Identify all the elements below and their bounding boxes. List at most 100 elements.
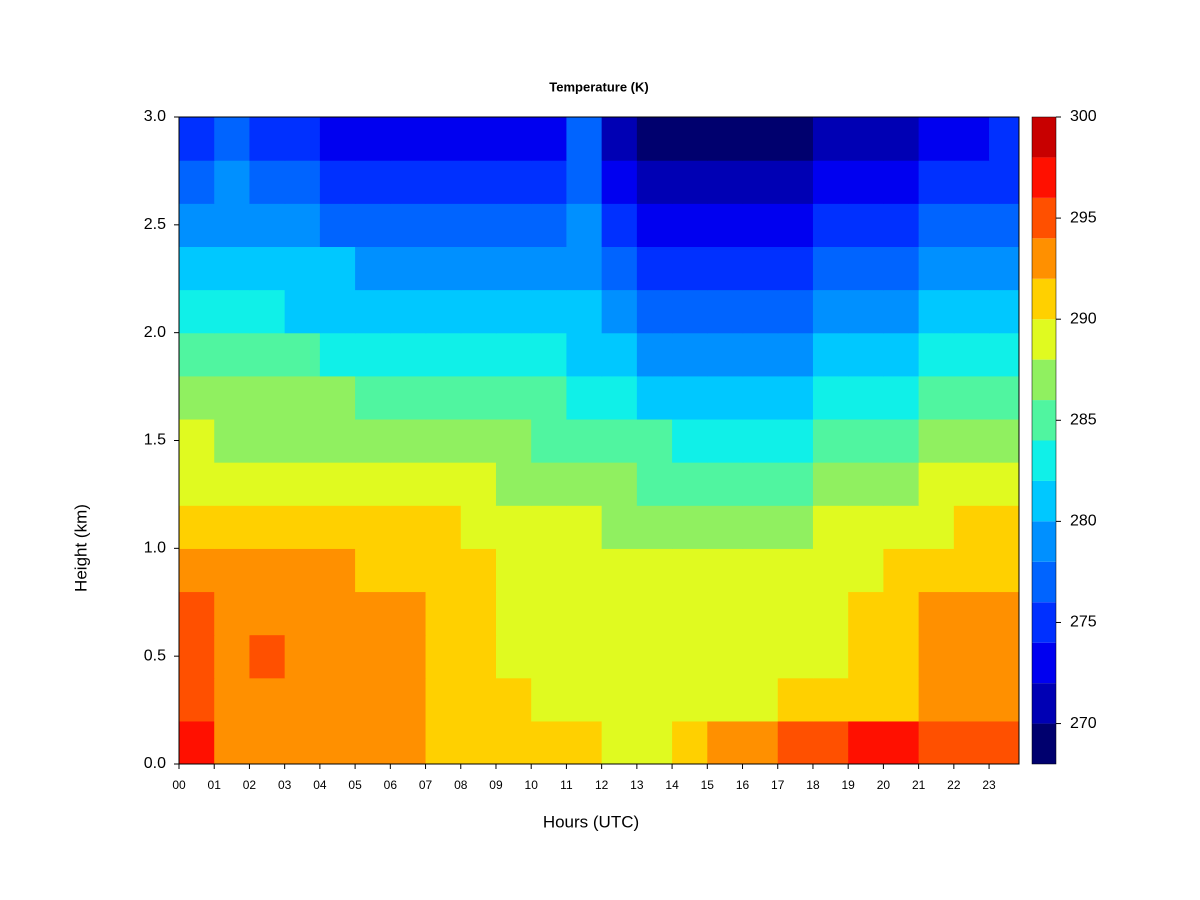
contour-cell	[179, 634, 215, 679]
contour-cell	[249, 289, 286, 334]
contour-cell	[777, 375, 814, 420]
x-tick-label: 14	[665, 778, 679, 792]
contour-cell	[179, 289, 215, 334]
contour-cell	[179, 332, 215, 377]
x-tick-label: 10	[525, 778, 539, 792]
contour-cell	[777, 462, 814, 506]
contour-cell	[319, 203, 356, 247]
contour-cell	[460, 634, 497, 679]
contour-cell	[249, 548, 286, 593]
contour-cell	[742, 505, 779, 549]
contour-cell	[777, 246, 814, 291]
contour-cell	[460, 332, 497, 377]
contour-cell	[742, 246, 779, 291]
contour-cell	[355, 634, 391, 679]
contour-cell	[214, 591, 251, 636]
y-tick-label: 0.5	[144, 647, 166, 664]
contour-cell	[179, 375, 215, 420]
contour-cell	[672, 375, 708, 420]
contour-cell	[284, 117, 321, 161]
contour-cell	[319, 677, 356, 722]
contour-cell	[953, 548, 990, 593]
contour-cell	[355, 246, 391, 291]
contour-cell	[460, 375, 497, 420]
contour-cell	[319, 160, 356, 204]
contour-cell	[531, 462, 568, 506]
contour-cell	[953, 634, 990, 679]
contour-cell	[707, 634, 744, 679]
contour-cell	[425, 720, 462, 764]
contour-cell	[953, 591, 990, 636]
x-tick-label: 11	[560, 778, 573, 792]
contour-cell	[707, 418, 744, 463]
contour-cell	[742, 332, 779, 377]
contour-cell	[531, 677, 568, 722]
contour-cell	[601, 203, 638, 247]
contour-cell	[355, 677, 391, 722]
contour-cell	[566, 462, 603, 506]
contour-cell	[531, 591, 568, 636]
contour-cell	[953, 505, 990, 549]
contour-cell	[390, 505, 427, 549]
contour-cell	[989, 117, 1019, 161]
contour-cell	[953, 418, 990, 463]
contour-cell	[495, 117, 532, 161]
contour-cell	[566, 591, 603, 636]
contour-cell	[742, 591, 779, 636]
contour-cell	[319, 418, 356, 463]
contour-cell	[636, 160, 673, 204]
contour-cell	[249, 375, 286, 420]
contour-cell	[989, 720, 1019, 764]
contour-cell	[179, 591, 215, 636]
contour-cell	[953, 720, 990, 764]
contour-cell	[848, 160, 885, 204]
contour-cell	[636, 246, 673, 291]
contour-cell	[848, 677, 885, 722]
contour-cell	[425, 505, 462, 549]
contour-cell	[390, 375, 427, 420]
contour-cell	[707, 332, 744, 377]
contour-cell	[319, 289, 356, 334]
contour-cell	[918, 462, 955, 506]
contour-cell	[425, 203, 462, 247]
contour-cell	[319, 246, 356, 291]
contour-cell	[777, 634, 814, 679]
contour-cell	[989, 462, 1019, 506]
colorbar-band	[1032, 400, 1056, 441]
contour-cell	[319, 332, 356, 377]
contour-cell	[390, 117, 427, 161]
contour-cell	[566, 634, 603, 679]
colorbar-tick-label: 300	[1070, 108, 1097, 125]
contour-cell	[989, 677, 1019, 722]
colorbar-band	[1032, 157, 1056, 198]
contour-cell	[531, 289, 568, 334]
contour-cell	[390, 634, 427, 679]
contour-cell	[848, 548, 885, 593]
contour-cell	[249, 591, 286, 636]
contour-cell	[742, 548, 779, 593]
contour-cell	[672, 160, 708, 204]
contour-cell	[249, 332, 286, 377]
x-tick-label: 21	[912, 778, 926, 792]
contour-cell	[812, 203, 849, 247]
contour-cell	[672, 591, 708, 636]
x-tick-label: 00	[172, 778, 186, 792]
contour-cell	[531, 117, 568, 161]
contour-cell	[460, 289, 497, 334]
contour-cell	[742, 418, 779, 463]
contour-cell	[390, 462, 427, 506]
x-tick-label: 19	[842, 778, 856, 792]
contour-cell	[953, 160, 990, 204]
contour-cell	[777, 289, 814, 334]
contour-cell	[953, 332, 990, 377]
contour-cell	[812, 289, 849, 334]
contour-cell	[495, 677, 532, 722]
contour-cell	[495, 375, 532, 420]
contour-cell	[531, 375, 568, 420]
contour-cell	[460, 203, 497, 247]
contour-cell	[460, 505, 497, 549]
contour-cell	[531, 634, 568, 679]
colorbar-tick-label: 285	[1070, 412, 1097, 429]
contour-cell	[179, 418, 215, 463]
